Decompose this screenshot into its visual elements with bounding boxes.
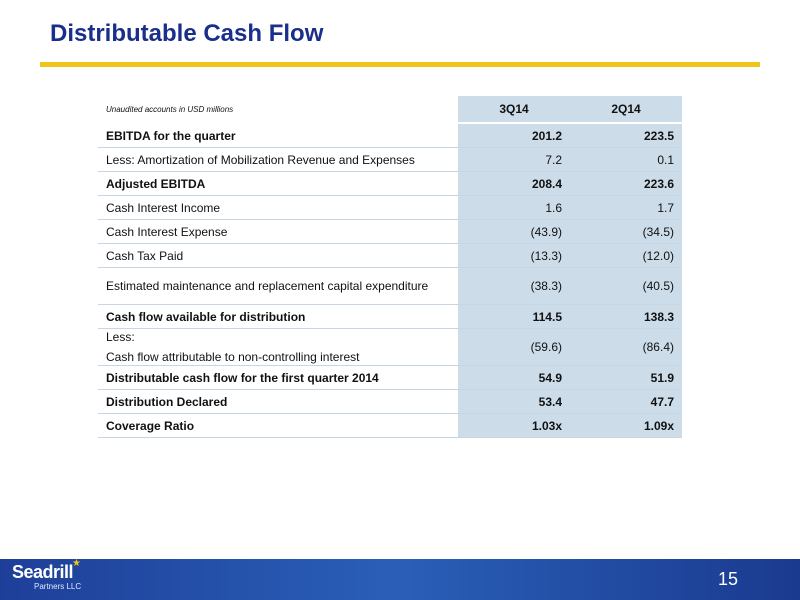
row-value-2q14: 223.5 bbox=[570, 123, 682, 148]
logo-wordmark: Seadrill bbox=[12, 562, 74, 582]
row-value-3q14: 7.2 bbox=[458, 147, 570, 172]
row-label-line: Cash flow attributable to non-controllin… bbox=[106, 350, 360, 364]
table-header-row: Unaudited accounts in USD millions 3Q14 … bbox=[98, 96, 682, 124]
row-value-2q14: 138.3 bbox=[570, 304, 682, 329]
row-value-3q14: 1.6 bbox=[458, 195, 570, 220]
table-row: Cash Interest Expense (43.9) (34.5) bbox=[98, 219, 682, 244]
row-label: Less: Amortization of Mobilization Reven… bbox=[98, 147, 458, 172]
cash-flow-table: Unaudited accounts in USD millions 3Q14 … bbox=[98, 96, 682, 438]
table-row: EBITDA for the quarter 201.2 223.5 bbox=[98, 123, 682, 148]
page-number: 15 bbox=[717, 569, 738, 589]
table-row: Distributable cash flow for the first qu… bbox=[98, 365, 682, 390]
row-label: Estimated maintenance and replacement ca… bbox=[98, 267, 458, 305]
page-title: Distributable Cash Flow bbox=[50, 20, 324, 47]
row-value-2q14: 47.7 bbox=[570, 389, 682, 414]
row-value-2q14: 51.9 bbox=[570, 365, 682, 390]
row-value-2q14: 1.7 bbox=[570, 195, 682, 220]
row-value-3q14: (13.3) bbox=[458, 243, 570, 268]
row-value-3q14: 208.4 bbox=[458, 171, 570, 196]
row-value-3q14: (38.3) bbox=[458, 267, 570, 305]
footer-bar: ★ Seadrill Partners LLC 15 bbox=[0, 558, 800, 600]
row-label-line: Less: bbox=[106, 330, 135, 344]
table-row: Coverage Ratio 1.03x 1.09x bbox=[98, 413, 682, 438]
row-label: Cash Tax Paid bbox=[98, 243, 458, 268]
row-value-2q14: 0.1 bbox=[570, 147, 682, 172]
table-row: Less: Cash flow attributable to non-cont… bbox=[98, 328, 682, 366]
company-logo: ★ Seadrill Partners LLC bbox=[12, 558, 82, 592]
column-header-3q14: 3Q14 bbox=[458, 96, 570, 124]
row-value-3q14: 114.5 bbox=[458, 304, 570, 329]
row-label: Adjusted EBITDA bbox=[98, 171, 458, 196]
table-row: Estimated maintenance and replacement ca… bbox=[98, 267, 682, 305]
row-value-3q14: (43.9) bbox=[458, 219, 570, 244]
table-row: Less: Amortization of Mobilization Reven… bbox=[98, 147, 682, 172]
row-label: Cash flow available for distribution bbox=[98, 304, 458, 329]
row-value-2q14: (86.4) bbox=[570, 328, 682, 366]
column-header-2q14: 2Q14 bbox=[570, 96, 682, 124]
table-row: Distribution Declared 53.4 47.7 bbox=[98, 389, 682, 414]
row-value-2q14: 1.09x bbox=[570, 413, 682, 438]
logo-subtitle: Partners LLC bbox=[34, 582, 82, 591]
row-label: Cash Interest Income bbox=[98, 195, 458, 220]
row-label: Less: Cash flow attributable to non-cont… bbox=[98, 328, 458, 366]
row-label: EBITDA for the quarter bbox=[98, 123, 458, 148]
table-row: Cash Tax Paid (13.3) (12.0) bbox=[98, 243, 682, 268]
row-value-3q14: 53.4 bbox=[458, 389, 570, 414]
row-value-2q14: (40.5) bbox=[570, 267, 682, 305]
row-value-2q14: (34.5) bbox=[570, 219, 682, 244]
row-label: Cash Interest Expense bbox=[98, 219, 458, 244]
row-value-3q14: 54.9 bbox=[458, 365, 570, 390]
title-divider bbox=[40, 62, 760, 67]
table-row: Cash flow available for distribution 114… bbox=[98, 304, 682, 329]
row-value-2q14: 223.6 bbox=[570, 171, 682, 196]
star-icon: ★ bbox=[72, 558, 81, 569]
row-value-3q14: (59.6) bbox=[458, 328, 570, 366]
row-value-3q14: 201.2 bbox=[458, 123, 570, 148]
row-label: Distributable cash flow for the first qu… bbox=[98, 365, 458, 390]
table-row: Cash Interest Income 1.6 1.7 bbox=[98, 195, 682, 220]
row-label: Distribution Declared bbox=[98, 389, 458, 414]
row-value-2q14: (12.0) bbox=[570, 243, 682, 268]
row-value-3q14: 1.03x bbox=[458, 413, 570, 438]
row-label: Coverage Ratio bbox=[98, 413, 458, 438]
table-row: Adjusted EBITDA 208.4 223.6 bbox=[98, 171, 682, 196]
units-note: Unaudited accounts in USD millions bbox=[98, 96, 458, 124]
